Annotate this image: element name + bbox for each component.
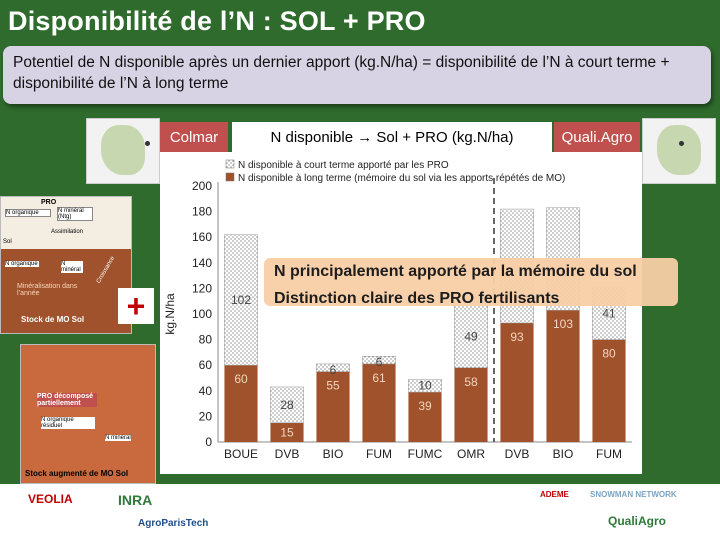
callout-box: N principalement apporté par la mémoire … <box>264 258 678 307</box>
n-residuel-label: N organique résiduel <box>41 417 95 429</box>
bar-short-term <box>408 379 442 393</box>
site-label: Colmar <box>169 128 219 146</box>
mineralisation-label: Minéralisation dans l’année <box>17 283 78 297</box>
legend-swatch <box>225 172 235 182</box>
x-tick-label: BIO <box>323 447 344 461</box>
colmar-dot <box>145 141 150 146</box>
callout-line-2: Distinction claire des PRO fertilisants <box>274 290 560 307</box>
data-label-long-term: 15 <box>280 425 294 439</box>
site-tag-qualiagro: Quali.Agro <box>554 122 640 152</box>
n-mineral-label: N minéral <box>105 435 131 441</box>
stacked-bar-chart: 0 20 40 60 80 100 120 140 160 180 200 kg.N/ha BOUE 6… <box>163 159 632 461</box>
assimilation-label: Assimilation <box>51 229 84 235</box>
y-tick-label: 80 <box>199 333 213 347</box>
france-map-right <box>642 118 716 184</box>
stock-augmente-label: Stock augmenté de MO Sol <box>25 469 129 478</box>
stock-label: Stock de MO Sol <box>21 315 85 324</box>
n-mineral-tag: N minéral (Ntg) <box>57 207 93 221</box>
x-tick-label: OMR <box>457 447 485 461</box>
y-tick-label: 60 <box>199 358 213 372</box>
x-tick-label: DVB <box>275 447 300 461</box>
pro-decompose-label: PRO décomposé partiellement <box>37 393 97 407</box>
bar-long-term <box>270 422 304 442</box>
legend-label: N disponible à long terme (mémoire du so… <box>238 173 565 184</box>
france-shape <box>657 125 701 175</box>
data-label-long-term: 61 <box>372 371 386 385</box>
y-axis-label: kg.N/ha <box>163 293 177 335</box>
x-tick-label: BOUE <box>224 447 258 461</box>
data-label-short-term: 102 <box>231 293 251 307</box>
y-tick-label: 40 <box>199 384 213 398</box>
diagram-bottom: PRO décomposé partiellement N organique … <box>20 344 156 484</box>
n-organique-box: N organique <box>5 261 39 267</box>
bar-long-term <box>224 365 258 442</box>
y-tick-label: 140 <box>192 256 212 270</box>
bar-short-term <box>454 304 488 369</box>
y-tick-label: 160 <box>192 230 212 244</box>
x-tick-label: DVB <box>505 447 530 461</box>
y-tick-label: 0 <box>205 435 212 449</box>
y-tick-label: 200 <box>192 179 212 193</box>
y-tick-label: 20 <box>199 409 213 423</box>
chart-area: 0 20 40 60 80 100 120 140 160 180 200 kg.N/ha BOUE 6… <box>160 152 642 474</box>
pro-header: PRO <box>41 199 57 206</box>
bar-long-term <box>454 367 488 442</box>
callout-line-1: N principalement apporté par la mémoire … <box>274 263 637 280</box>
n-mineral-box: N minéral <box>61 261 83 273</box>
x-tick-label: BIO <box>553 447 574 461</box>
site-tag-colmar: Colmar <box>160 122 228 152</box>
site-label: Quali.Agro <box>561 128 633 146</box>
qualiagro-dot <box>679 141 684 146</box>
legend-label: N disponible à court terme apporté par l… <box>238 160 449 171</box>
bar-long-term <box>408 392 442 442</box>
definition-box: Potentiel de N disponible après un derni… <box>3 46 711 104</box>
chart-heading: N disponible → Sol + PRO (kg.N/ha) <box>232 122 552 152</box>
data-label-short-term: 49 <box>464 329 478 343</box>
x-tick-label: FUMC <box>408 447 443 461</box>
legend-swatch <box>225 159 235 169</box>
y-tick-label: 180 <box>192 205 212 219</box>
bar-long-term <box>546 310 580 442</box>
bar-long-term <box>316 371 350 442</box>
france-shape <box>101 125 145 175</box>
data-label-long-term: 93 <box>510 330 524 344</box>
definition-text: Potentiel de N disponible après un derni… <box>13 54 670 92</box>
sol-label: Sol <box>3 239 12 245</box>
data-label-short-term: 28 <box>280 398 294 412</box>
bar-short-term <box>316 363 350 372</box>
y-tick-label: 100 <box>192 307 212 321</box>
bar-long-term <box>362 363 396 442</box>
bar-long-term <box>592 339 626 442</box>
data-label-long-term: 39 <box>418 399 432 413</box>
data-label-long-term: 103 <box>553 317 573 331</box>
bar-long-term <box>500 322 534 442</box>
chart-heading-text: N disponible → Sol + PRO (kg.N/ha) <box>270 128 514 146</box>
partner-logos-bar: VEOLIA INRA AgroParisTech SNOWMAN NETWOR… <box>0 484 720 540</box>
logo-inra: INRA <box>118 492 153 508</box>
logo-qualiagro: QualiAgro <box>608 514 667 528</box>
bar-short-term <box>224 234 258 366</box>
logo-veolia: VEOLIA <box>28 492 73 506</box>
logo-snowman: SNOWMAN NETWORK <box>590 490 677 499</box>
data-label-short-term: 10 <box>418 378 432 392</box>
data-label-long-term: 60 <box>234 372 248 386</box>
data-label-long-term: 55 <box>326 379 340 393</box>
x-tick-label: FUM <box>596 447 622 461</box>
logo-agroparistech: AgroParisTech <box>138 518 209 529</box>
diagram-top: PRO N organique N minéral (Ntg) Assimila… <box>0 196 132 334</box>
plus-icon: + <box>118 288 154 324</box>
data-label-long-term: 80 <box>602 347 616 361</box>
data-label-short-term: 41 <box>602 306 616 320</box>
data-label-short-term: 6 <box>376 355 383 369</box>
slide-title: Disponibilité de l’N : SOL + PRO <box>8 6 426 36</box>
data-label-long-term: 58 <box>464 375 478 389</box>
data-label-short-term: 6 <box>330 363 337 377</box>
logo-ademe: ADEME <box>540 490 569 499</box>
bar-short-term <box>362 355 396 365</box>
n-organique-label: N organique <box>5 209 51 217</box>
y-tick-label: 120 <box>192 281 212 295</box>
france-map-left <box>86 118 160 184</box>
x-tick-label: FUM <box>366 447 392 461</box>
bar-short-term <box>270 386 304 424</box>
